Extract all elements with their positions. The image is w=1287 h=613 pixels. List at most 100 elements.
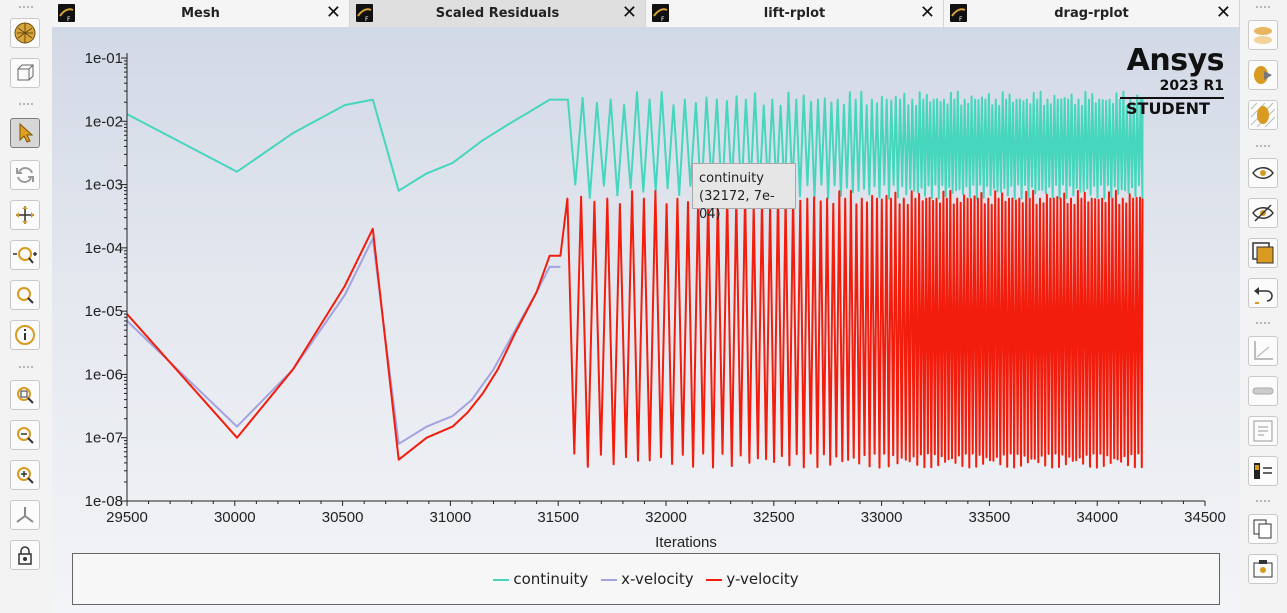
toolbar-grip[interactable] [19,6,33,10]
text-panel-button[interactable] [1248,416,1278,446]
chart-legend[interactable]: continuity x-velocity y-velocity [72,553,1220,605]
select-pointer-button[interactable] [10,118,40,148]
tab-scaled-residuals[interactable]: F Scaled Residuals ✕ [350,0,646,27]
lock-icon [18,546,32,565]
zoom-in-icon [17,467,34,484]
zoom-button[interactable] [10,280,40,310]
view-cube-icon [17,64,34,81]
y-tick-label: 1e-02 [85,113,123,130]
legend-swatch [601,578,618,581]
select-pointer-icon [19,122,34,143]
legend-item-y-velocity[interactable]: y-velocity [706,570,799,588]
zoom-in-button[interactable] [10,460,40,490]
x-tick-label: 32500 [753,509,795,526]
axis-button[interactable] [1248,336,1278,366]
tab-bar: F Mesh ✕ F Scaled Residuals ✕ F lift-rpl… [52,0,1240,27]
tab-label: drag-rplot [1054,6,1129,21]
fluent-app-icon: F [356,4,373,22]
slider-button[interactable] [1248,376,1278,406]
tab-label: Scaled Residuals [435,6,560,21]
zoom-to-area-icon [17,387,34,404]
window-icon [1252,242,1274,264]
copy-button[interactable] [1248,514,1278,544]
text-panel-icon [1253,420,1273,442]
screenshot-icon [1253,560,1273,578]
tab-label: lift-rplot [763,6,826,21]
hatched-shape-icon [1251,103,1275,127]
brand-version: 2023 R1 [1159,78,1224,94]
right-toolbar [1240,0,1287,613]
y-tick-label: 1e-08 [85,493,123,510]
svg-text:F: F [959,16,963,22]
left-toolbar [0,0,52,613]
x-tick-label: 30500 [322,509,364,526]
copy-icon [1253,519,1272,539]
zoom-in-out-button[interactable] [10,240,40,270]
x-tick-label: 34500 [1184,509,1226,526]
brand-name: Ansys [1126,43,1225,78]
tooltip-series: continuity [699,171,764,186]
outline-shape-button[interactable] [1248,60,1278,90]
rotate-button[interactable] [10,160,40,190]
zoom-to-area-button[interactable] [10,380,40,410]
shadow-plane-icon [1254,27,1272,44]
x-tick-label: 31500 [537,509,579,526]
x-tick-label: 33500 [969,509,1011,526]
close-icon[interactable]: ✕ [621,2,637,23]
toolbar-grip[interactable] [19,103,33,107]
legend-label: continuity [513,570,589,588]
svg-text:F: F [67,16,71,22]
tab-label: Mesh [181,6,220,21]
axes-orientation-icon [16,507,34,523]
tab-mesh[interactable]: F Mesh ✕ [52,0,350,27]
axes-orientation-button[interactable] [10,500,40,530]
window-button[interactable] [1248,238,1278,268]
y-tick-label: 1e-04 [85,240,123,257]
pan-button[interactable] [10,200,40,230]
hatched-shape-button[interactable] [1248,100,1278,130]
screenshot-button[interactable] [1248,554,1278,584]
legend-swatch [706,578,723,581]
toolbar-grip[interactable] [1256,145,1270,149]
toolbar-grip[interactable] [1256,322,1270,326]
outline-shape-icon [1254,66,1272,84]
show-eye-button[interactable] [1248,158,1278,188]
close-icon[interactable]: ✕ [325,2,341,23]
tab-drag-rplot[interactable]: F drag-rplot ✕ [944,0,1240,27]
rotate-icon [16,167,34,183]
slider-icon [1252,387,1274,395]
shadow-plane-button[interactable] [1248,20,1278,50]
hide-eye-icon [1252,204,1274,222]
toolbar-grip[interactable] [1256,500,1270,504]
zoom-icon [17,287,34,304]
close-icon[interactable]: ✕ [1215,2,1231,23]
x-tick-label: 34000 [1076,509,1118,526]
undo-view-button[interactable] [1248,278,1278,308]
lock-button[interactable] [10,540,40,570]
zoom-out-icon [17,427,34,444]
zoom-out-button[interactable] [10,420,40,450]
legend-item-continuity[interactable]: continuity [493,570,588,588]
toolbar-grip[interactable] [19,366,33,370]
probe-info-button[interactable] [10,320,40,350]
y-tick-label: 1e-03 [85,177,123,194]
fluent-app-icon: F [652,4,669,22]
probe-info-icon [15,325,35,345]
x-tick-label: 33000 [861,509,903,526]
tab-lift-rplot[interactable]: F lift-rplot ✕ [646,0,944,27]
y-tick-label: 1e-07 [85,430,123,447]
svg-text:F: F [365,16,369,22]
hide-eye-button[interactable] [1248,198,1278,228]
ansys-brand: Ansys 2023 R1 STUDENT [1120,43,1225,119]
fluent-app-icon: F [58,4,75,22]
legend-panel-button[interactable] [1248,456,1278,486]
close-icon[interactable]: ✕ [919,2,935,23]
toolbar-grip[interactable] [1256,6,1270,10]
legend-swatch [493,578,510,581]
legend-item-x-velocity[interactable]: x-velocity [601,570,694,588]
fit-mesh-button[interactable] [10,18,40,48]
view-cube-button[interactable] [10,58,40,88]
y-tick-label: 1e-01 [85,50,123,67]
legend-panel-icon [1254,463,1272,479]
